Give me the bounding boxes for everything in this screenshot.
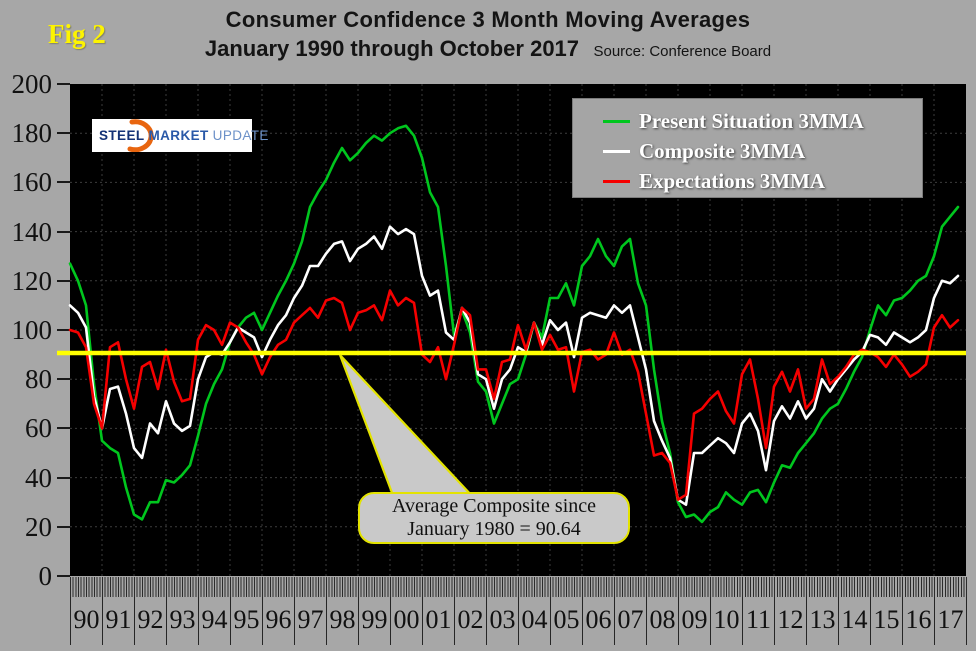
x-axis-minor-ticks bbox=[70, 577, 967, 597]
x-axis-year-label: 05 bbox=[550, 597, 582, 645]
steel-market-update-logo: STEEL MARKET UPDATE bbox=[92, 119, 268, 152]
x-axis-year-label: 16 bbox=[902, 597, 934, 645]
chart-subtitle: January 1990 through October 2017 bbox=[204, 36, 580, 61]
chart-legend: Present Situation 3MMA Composite 3MMA Expe… bbox=[572, 98, 923, 198]
legend-rows: Present Situation 3MMA Composite 3MMA Expe… bbox=[573, 106, 922, 196]
legend-item: Present Situation 3MMA bbox=[573, 106, 922, 136]
logo-swoosh-icon bbox=[127, 119, 154, 152]
y-axis-tick bbox=[57, 575, 70, 577]
y-axis-label: 140 bbox=[11, 216, 53, 247]
plot-area: STEEL MARKET UPDATE Present Situation 3MMA… bbox=[57, 84, 966, 576]
y-axis-label: 180 bbox=[11, 118, 53, 149]
x-axis-year-label: 96 bbox=[262, 597, 294, 645]
chart-subtitle-row: January 1990 through October 2017 Source… bbox=[0, 36, 976, 62]
logo-word-update: UPDATE bbox=[212, 128, 269, 143]
average-callout: Average Composite since January 1980 = 9… bbox=[358, 492, 630, 544]
logo-text: STEEL MARKET UPDATE bbox=[99, 119, 268, 152]
legend-item: Expectations 3MMA bbox=[573, 166, 922, 196]
y-axis-tick bbox=[57, 181, 70, 184]
callout-line-1: Average Composite since bbox=[391, 495, 596, 517]
y-axis-tick bbox=[57, 279, 70, 282]
x-axis-year-label: 03 bbox=[486, 597, 518, 645]
x-axis-year-label: 10 bbox=[710, 597, 742, 645]
x-axis-year-label: 97 bbox=[294, 597, 326, 645]
x-axis-year-label: 99 bbox=[358, 597, 390, 645]
legend-label: Present Situation 3MMA bbox=[639, 108, 864, 133]
y-axis-label: 40 bbox=[25, 462, 52, 493]
logo-word-market: MARKET bbox=[148, 128, 209, 143]
x-axis-year-label: 14 bbox=[838, 597, 870, 645]
x-axis-year-label: 13 bbox=[806, 597, 838, 645]
y-axis-label: 100 bbox=[11, 315, 53, 345]
x-axis-year-label: 09 bbox=[678, 597, 710, 645]
y-axis-label: 160 bbox=[11, 167, 53, 198]
y-axis-tick bbox=[57, 83, 70, 85]
x-axis-year-label: 94 bbox=[198, 597, 230, 645]
legend-swatch bbox=[603, 179, 630, 183]
x-axis-year-label: 07 bbox=[614, 597, 646, 645]
y-axis-tick bbox=[57, 132, 70, 135]
y-axis-tick bbox=[57, 329, 70, 331]
x-axis-year-label: 02 bbox=[454, 597, 486, 645]
y-axis-label: 20 bbox=[25, 511, 52, 542]
legend-item: Composite 3MMA bbox=[573, 136, 922, 166]
legend-swatch bbox=[603, 119, 630, 123]
x-axis-year-label: 15 bbox=[870, 597, 902, 645]
series-line-expectations-3mma bbox=[68, 289, 960, 502]
series-line-present-situation-3mma bbox=[68, 124, 960, 524]
x-axis-year-label: 98 bbox=[326, 597, 358, 645]
y-axis-label: 200 bbox=[11, 69, 53, 99]
logo-word-steel: STEEL bbox=[99, 128, 145, 143]
x-axis-year-label: 08 bbox=[646, 597, 678, 645]
x-axis-year-label: 93 bbox=[166, 597, 198, 645]
chart-title: Consumer Confidence 3 Month Moving Avera… bbox=[225, 7, 751, 32]
y-axis-label: 0 bbox=[38, 561, 53, 591]
x-axis-year-label: 04 bbox=[518, 597, 550, 645]
y-axis-label: 120 bbox=[11, 265, 53, 296]
y-axis-tick bbox=[57, 230, 70, 233]
callout-pointer bbox=[338, 354, 475, 499]
x-axis-year-label: 00 bbox=[390, 597, 422, 645]
legend-swatch bbox=[603, 149, 630, 153]
source-note: Source: Conference Board bbox=[593, 43, 772, 60]
legend-label: Expectations 3MMA bbox=[639, 168, 826, 193]
callout-line-2: January 1980 = 90.64 bbox=[407, 518, 581, 540]
y-axis-tick bbox=[57, 525, 70, 528]
y-axis-tick bbox=[57, 427, 70, 430]
chart-title-block: Consumer Confidence 3 Month Moving Avera… bbox=[0, 7, 976, 62]
x-axis-year-label: 01 bbox=[422, 597, 454, 645]
x-axis-year-label: 91 bbox=[102, 597, 134, 645]
legend-label: Composite 3MMA bbox=[639, 138, 806, 163]
x-axis-year-label: 90 bbox=[70, 597, 102, 645]
figure-number: Fig 2 bbox=[48, 19, 106, 49]
x-axis-year-labels: 90 91 92 93 94 95 96 97 98 99 00 01 02 03 04 05 06 07 08 09… bbox=[70, 597, 967, 645]
x-axis-year-label: 95 bbox=[230, 597, 262, 645]
y-axis-tick bbox=[57, 476, 70, 479]
x-axis-year-label: 12 bbox=[774, 597, 806, 645]
x-axis-year-label: 11 bbox=[742, 597, 774, 645]
y-axis-label: 80 bbox=[25, 364, 52, 395]
x-axis-year-label: 92 bbox=[134, 597, 166, 645]
x-axis-year-label: 06 bbox=[582, 597, 614, 645]
y-axis-tick bbox=[57, 378, 70, 381]
y-axis-label: 60 bbox=[25, 413, 52, 444]
x-axis-year-label: 17 bbox=[934, 597, 966, 645]
